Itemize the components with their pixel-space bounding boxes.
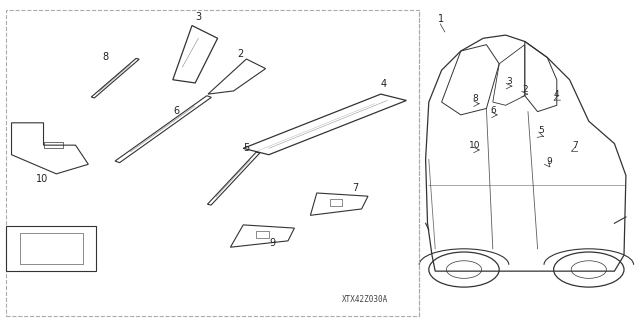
Text: 4: 4 (381, 79, 387, 89)
Text: 8: 8 (102, 52, 109, 62)
Text: 7: 7 (352, 183, 358, 193)
Text: 4: 4 (554, 90, 559, 99)
Bar (6, 226, 96, 271)
Text: 6: 6 (173, 107, 179, 116)
Text: 3: 3 (506, 77, 511, 86)
Text: 7: 7 (572, 141, 577, 150)
Text: 2: 2 (522, 85, 527, 94)
Bar (6, 10, 419, 316)
Text: 1: 1 (438, 14, 445, 24)
Bar (20, 233, 83, 264)
Text: 9: 9 (547, 157, 552, 166)
Text: 3: 3 (195, 12, 202, 22)
Text: 10: 10 (35, 174, 48, 184)
Text: XTX42Z030A: XTX42Z030A (342, 295, 388, 304)
Text: 9: 9 (269, 238, 275, 248)
Text: 5: 5 (538, 126, 543, 135)
Text: 8: 8 (472, 94, 477, 103)
Text: 6: 6 (490, 106, 495, 115)
Text: 10: 10 (469, 141, 481, 150)
Text: 2: 2 (237, 49, 243, 59)
Text: 5: 5 (243, 143, 250, 153)
